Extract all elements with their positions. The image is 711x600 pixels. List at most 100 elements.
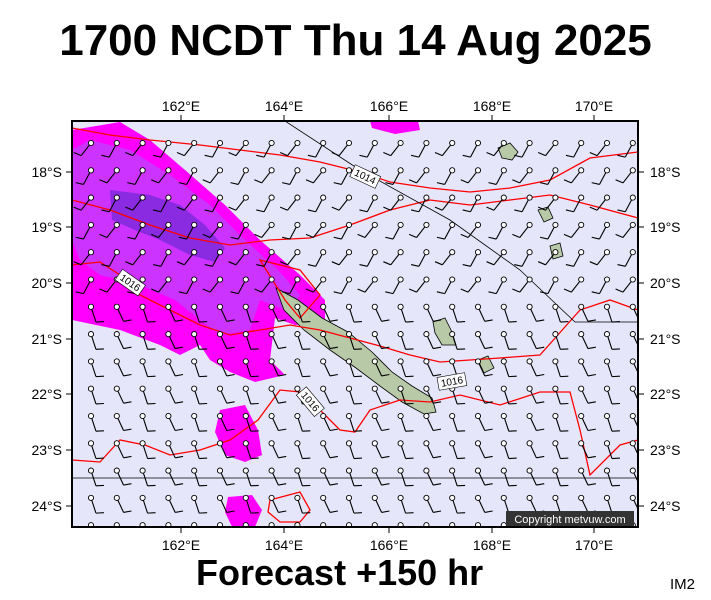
wind-barb (423, 358, 442, 377)
grid-lines (72, 121, 638, 479)
wind-barb (165, 303, 184, 322)
lat-label-right: 24°S (650, 498, 681, 514)
mare-island (477, 355, 495, 374)
wind-barb (216, 358, 235, 377)
wind-barb (397, 385, 414, 405)
wind-barb (462, 249, 482, 267)
wind-barb (371, 331, 390, 350)
wind-barb (139, 385, 156, 405)
wind-barb (474, 412, 493, 432)
wind-barb (629, 303, 638, 320)
wind-barb (294, 331, 311, 350)
wind-barb (320, 467, 338, 486)
wind-barb (165, 331, 184, 350)
wind-barb (268, 440, 287, 459)
wind-barb (578, 467, 596, 486)
wind-barb (371, 358, 390, 377)
wind-barb (242, 467, 259, 487)
wind-barb (320, 303, 338, 322)
wind-barb (178, 276, 198, 295)
wind-barb (191, 358, 208, 378)
wind-barb (488, 167, 507, 185)
wind-barb (397, 303, 414, 323)
lat-label-left: 21°S (31, 331, 62, 347)
wind-barb (254, 276, 275, 293)
wind-barb (385, 221, 404, 240)
wind-barb (474, 385, 493, 404)
wind-barb (101, 139, 120, 158)
wind-barb (357, 276, 378, 293)
wind-barb (331, 194, 353, 211)
wind-barb (113, 467, 132, 486)
wind-barb (474, 303, 493, 322)
wind-barb (578, 440, 596, 459)
wind-barb (294, 494, 311, 514)
wind-barb (552, 467, 569, 487)
wind-barb (371, 440, 390, 459)
wind-barb (268, 331, 287, 350)
lon-label-top: 168°E (473, 98, 511, 114)
wind-barb (423, 522, 430, 527)
wind-barb (254, 221, 275, 239)
wind-barb (423, 467, 442, 486)
wind-barb (165, 467, 184, 486)
wind-barb (294, 522, 301, 527)
wind-barb (230, 276, 249, 295)
wind-barb (228, 194, 249, 211)
wind-barb (410, 194, 430, 213)
wind-barb (191, 494, 208, 514)
wind-barb (552, 331, 569, 350)
wind-barb (216, 331, 235, 350)
wind-barb (333, 167, 353, 185)
wind-barb (474, 440, 493, 459)
wind-barb (629, 412, 638, 429)
wind-barb (591, 276, 611, 295)
wind-barb (603, 303, 620, 323)
lat-label-left: 24°S (31, 498, 62, 514)
lat-label-right: 20°S (650, 275, 681, 291)
wind-barb (397, 467, 414, 487)
wind-barb (345, 331, 362, 350)
wind-barb (526, 412, 545, 432)
wind-barb (423, 440, 442, 459)
lat-label-left: 23°S (31, 442, 62, 458)
wind-barb (228, 139, 249, 157)
wind-barb (436, 221, 456, 240)
wind-barb (294, 303, 311, 323)
wind-barb (204, 249, 224, 267)
wind-barb (113, 522, 120, 527)
wind-barb (281, 276, 301, 295)
wind-barb (603, 358, 620, 378)
wind-barb (589, 194, 611, 211)
wind-barb (204, 139, 224, 158)
wind-barb (526, 331, 545, 350)
wind-barb (216, 412, 235, 432)
wind-barb (500, 331, 517, 350)
wind-barb (434, 194, 456, 211)
wind-barb (486, 194, 507, 211)
wind-barb (603, 412, 620, 432)
wind-barb (537, 194, 559, 211)
wind-barb (139, 522, 146, 527)
new-caledonia-island (275, 287, 437, 415)
wind-barb (152, 249, 172, 267)
wind-barb (410, 249, 430, 267)
wind-barb (462, 139, 482, 158)
wind-barb (385, 276, 404, 295)
wind-barb (552, 440, 569, 460)
wind-barb (591, 221, 611, 240)
wind-barb (216, 385, 235, 404)
lat-label-right: 19°S (650, 219, 681, 235)
wind-barb (408, 276, 430, 293)
wind-barb (125, 139, 146, 157)
wind-barb (449, 522, 456, 527)
wind-barb (449, 494, 466, 514)
wind-barb (320, 385, 338, 404)
wind-barb (449, 303, 466, 323)
wind-barb (75, 167, 95, 185)
wind-barb (150, 276, 172, 293)
wind-barb (526, 467, 545, 486)
wind-barb (371, 467, 390, 486)
wind-barb (216, 494, 235, 513)
wind-barb (99, 167, 120, 184)
